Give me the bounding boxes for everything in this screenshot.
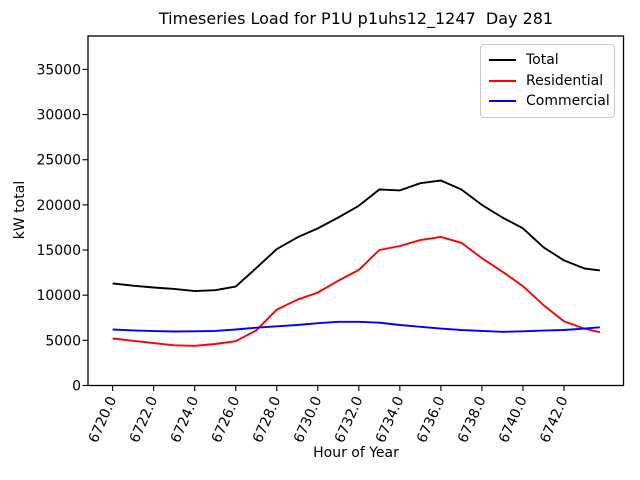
legend: Total Residential Commercial [480,44,615,118]
x-tick-label: 6730.0 [291,394,326,445]
legend-label-commercial: Commercial [526,93,610,110]
y-tick-label: 35000 [36,62,81,78]
x-tick-label: 6728.0 [250,394,285,445]
y-tick-label: 15000 [36,243,81,259]
residential-line-swatch [489,79,516,82]
series-line-commercial [112,320,600,333]
x-tick-label: 6736.0 [414,394,449,445]
y-tick-label: 25000 [36,153,81,169]
series-line-total [112,179,601,293]
legend-entry-total: Total [489,50,606,71]
series-lines [112,179,601,347]
legend-label-total: Total [526,52,559,69]
y-tick-label: 5000 [45,333,81,349]
x-tick-label: 6740.0 [496,394,531,445]
legend-label-residential: Residential [526,72,604,89]
y-tick-label: 30000 [36,108,81,124]
chart-title: Timeseries Load for P1U p1uhs12_1247 Day… [158,9,554,28]
x-tick-label: 6738.0 [455,394,490,445]
x-tick-label: 6722.0 [127,394,162,445]
series-line-residential [112,235,601,347]
y-tick-label: 20000 [36,198,81,214]
x-tick-label: 6742.0 [537,394,572,445]
x-tick-label: 6720.0 [86,394,121,445]
axis-ticks: 0 5000 10000 15000 20000 25000 30000 35000 6720.… [36,62,571,445]
y-axis-label: kW total [12,181,28,239]
legend-entry-commercial: Commercial [489,91,610,112]
y-tick-label: 0 [72,379,81,395]
y-tick-label: 10000 [36,288,81,304]
axes-spines [87,35,625,387]
x-tick-label: 6734.0 [373,394,408,445]
total-line-swatch [489,59,516,62]
x-tick-label: 6726.0 [209,394,244,445]
x-tick-label: 6732.0 [332,394,367,445]
legend-entry-residential: Residential [489,71,606,92]
x-axis-label: Hour of Year [313,445,399,461]
commercial-line-swatch [489,100,516,103]
x-tick-label: 6724.0 [168,394,203,445]
